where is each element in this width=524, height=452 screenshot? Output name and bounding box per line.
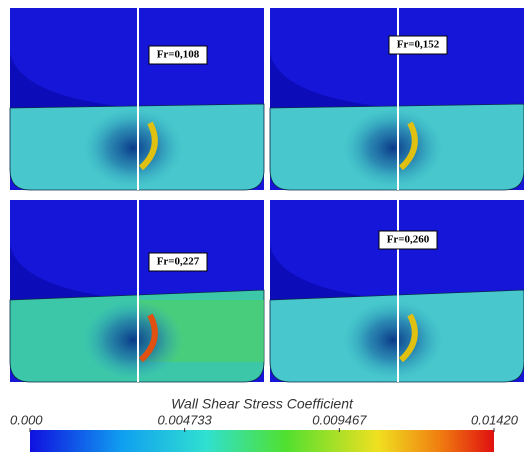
hull-bow [10,53,138,108]
low-stress-zone [343,300,443,380]
bulb-edge [138,121,158,171]
colorbar-tick-label: 0.01420 [471,412,519,427]
colorbar-title: Wall Shear Stress Coefficient [171,396,354,412]
colorbar-ticks: 0.000 0.004733 0.009467 0.01420 [10,412,519,432]
colorbar-tick-label: 0.009467 [312,412,367,427]
colorbar-tick-label: 0.004733 [158,412,213,427]
label-box [148,45,208,65]
label-box [378,230,438,250]
label-box [388,35,448,55]
label-box [148,252,208,272]
low-stress-zone [83,300,183,380]
panels: Fr=0,108 Fr=0,152 Fr=0,227 Fr=0,260 [9,8,524,383]
hull-bow [270,245,398,300]
bulb-edge [138,313,158,363]
colorbar [30,430,494,452]
low-stress-zone [83,108,183,188]
bulb-edge [398,313,418,363]
colorbar-tick-label: 0.000 [10,412,43,427]
froude-label: Fr=0,227 [157,256,200,268]
hull-bow [270,53,398,108]
froude-label: Fr=0,260 [387,234,430,246]
bulb-edge [398,121,418,171]
froude-label: Fr=0,152 [397,39,440,51]
low-stress-zone [343,108,443,188]
hull-bow [10,245,138,300]
froude-label: Fr=0,108 [157,49,200,61]
